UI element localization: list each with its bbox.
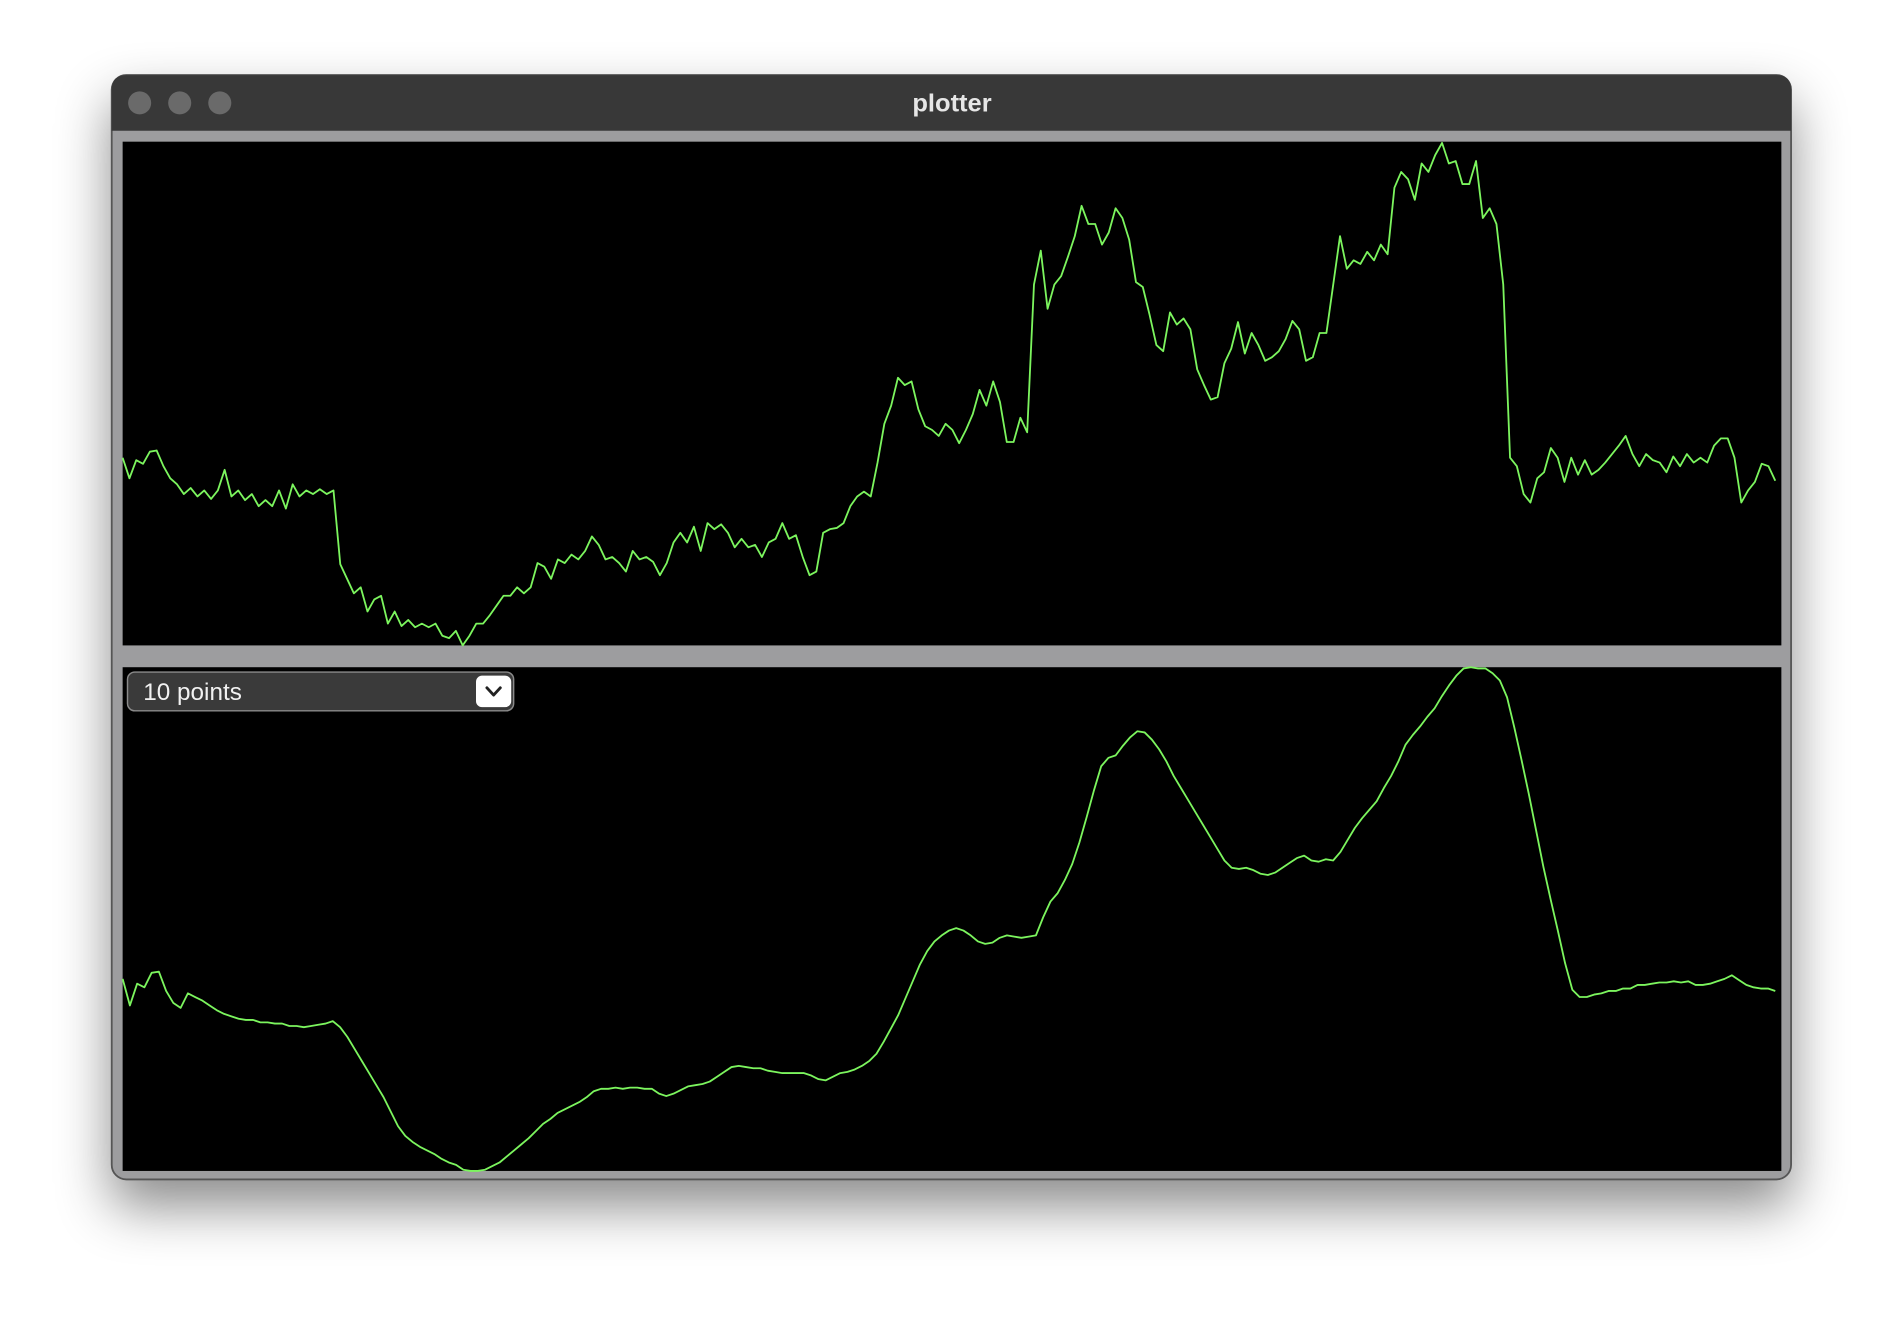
window: plotter [110,74,1792,1181]
plots [121,141,1777,1172]
zoom-button[interactable] [208,91,232,115]
dropdown-button[interactable] [476,675,512,708]
plot-area-smoothed [122,667,1782,1171]
title-bar [111,75,1792,131]
window-title: plotter [912,89,991,117]
chevron-icon [485,686,502,697]
minimize-button[interactable] [168,91,192,115]
dropdown-box[interactable] [126,671,515,712]
data-line [121,141,1777,647]
close-button[interactable] [128,91,152,115]
dropdown-label: 10 points [143,679,242,706]
plot-area-raw [122,141,1782,646]
data-line [121,666,1776,1172]
dropdown[interactable]: 10 points [126,671,515,712]
